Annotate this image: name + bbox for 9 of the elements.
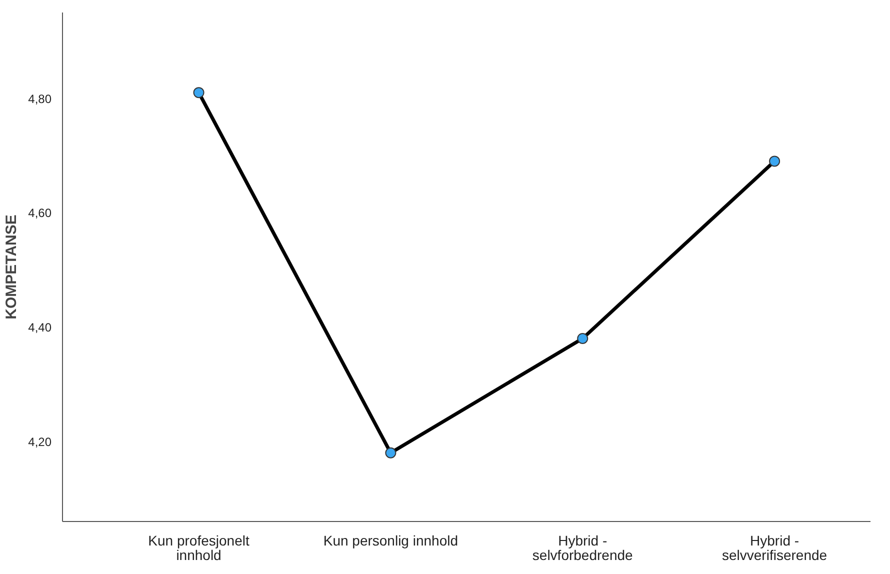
y-tick-label: 4,80 — [28, 92, 52, 106]
x-tick-label: Hybrid - selvverifiserende — [722, 532, 828, 563]
y-tick-label: 4,60 — [28, 206, 52, 220]
y-tick-label: 4,20 — [28, 434, 52, 449]
x-tick-label: Hybrid - selvforbedrende — [532, 532, 634, 563]
x-tick-label: Kun profesjonelt innhold — [148, 532, 250, 563]
x-tick-label: Kun personlig innhold — [323, 532, 458, 548]
y-axis-title: KOMPETANSE — [3, 214, 20, 320]
y-tick-label: 4,40 — [28, 320, 52, 335]
